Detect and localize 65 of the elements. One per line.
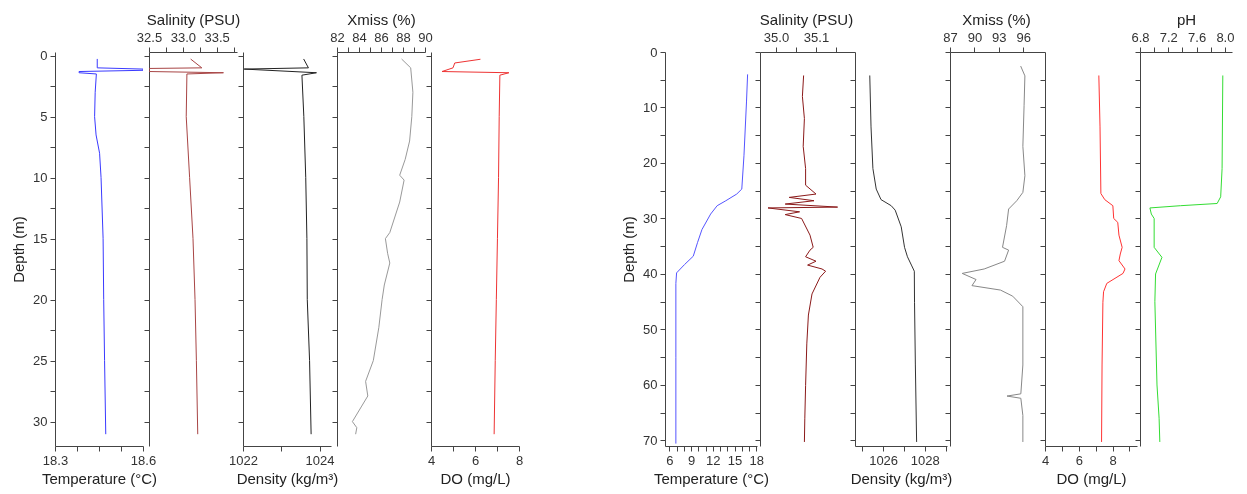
y-tick-label: 70 xyxy=(643,432,658,448)
x-tick-label: 8.0 xyxy=(1216,29,1235,45)
x-tick-label: 7.2 xyxy=(1159,29,1178,45)
x-axis-title: Xmiss (%) xyxy=(962,10,1031,28)
line-series xyxy=(675,74,749,444)
x-tick-label: 18.6 xyxy=(130,452,157,468)
x-axis-title: Density (kg/m³) xyxy=(236,469,339,487)
y-tick-label: 15 xyxy=(33,231,48,247)
x-tick-label: 12 xyxy=(706,452,721,468)
x-tick-label: 1024 xyxy=(305,452,335,468)
x-tick-label: 87 xyxy=(943,29,958,45)
y-tick-label: 60 xyxy=(643,377,658,393)
y-axis-title: Depth (m) xyxy=(10,216,28,283)
x-tick-label: 6 xyxy=(1075,452,1083,468)
y-axis-title: Depth (m) xyxy=(620,216,638,283)
x-tick-label: 88 xyxy=(396,29,411,45)
x-axis-title: Salinity (PSU) xyxy=(146,10,241,28)
x-tick-label: 6.8 xyxy=(1131,29,1150,45)
y-tick-label: 50 xyxy=(643,321,658,337)
x-axis-title: Temperature (°C) xyxy=(41,469,158,487)
x-axis-title: DO (mg/L) xyxy=(1056,469,1127,487)
y-tick-label: 10 xyxy=(33,170,48,186)
x-axis-title: DO (mg/L) xyxy=(440,469,511,487)
x-tick-label: 18.3 xyxy=(42,452,69,468)
x-tick-label: 8 xyxy=(1109,452,1117,468)
y-tick-label: 0 xyxy=(650,44,658,60)
x-axis-title: Density (kg/m³) xyxy=(850,469,953,487)
line-series xyxy=(78,58,143,435)
x-tick-label: 8 xyxy=(515,452,524,468)
y-tick-label: 25 xyxy=(33,353,48,369)
x-tick-label: 15 xyxy=(727,452,743,468)
x-axis-title: Temperature (°C) xyxy=(653,469,770,487)
x-tick-label: 6 xyxy=(471,452,480,468)
x-axis-title: Salinity (PSU) xyxy=(759,10,854,28)
x-tick-label: 18 xyxy=(749,452,765,468)
y-tick-label: 0 xyxy=(40,48,48,64)
x-tick-label: 84 xyxy=(352,29,367,45)
x-tick-label: 96 xyxy=(1016,29,1032,45)
x-axis-title: pH xyxy=(1176,10,1197,28)
x-tick-label: 4 xyxy=(427,452,436,468)
x-tick-label: 7.6 xyxy=(1188,29,1207,45)
x-tick-label: 1028 xyxy=(910,452,940,468)
x-tick-label: 86 xyxy=(374,29,389,45)
y-tick-label: 20 xyxy=(643,155,658,171)
x-tick-label: 1026 xyxy=(869,452,899,468)
x-tick-label: 33.0 xyxy=(170,29,196,45)
x-tick-label: 4 xyxy=(1041,452,1050,468)
y-tick-label: 30 xyxy=(643,210,658,226)
x-tick-label: 33.5 xyxy=(204,29,230,45)
x-tick-label: 9 xyxy=(687,452,696,468)
x-tick-label: 35.1 xyxy=(803,29,830,45)
x-tick-label: 93 xyxy=(992,29,1007,45)
x-tick-label: 82 xyxy=(330,29,345,45)
x-axis-title: Xmiss (%) xyxy=(347,10,416,28)
y-tick-label: 30 xyxy=(33,414,48,430)
x-tick-label: 6 xyxy=(666,452,674,468)
x-tick-label: 90 xyxy=(418,29,433,45)
x-tick-label: 90 xyxy=(967,29,983,45)
y-tick-label: 40 xyxy=(643,266,658,282)
y-tick-label: 10 xyxy=(643,99,658,115)
x-tick-label: 35.0 xyxy=(763,29,790,45)
x-tick-label: 1022 xyxy=(229,452,258,468)
x-tick-label: 32.5 xyxy=(136,29,163,45)
y-tick-label: 5 xyxy=(40,109,48,125)
y-tick-label: 20 xyxy=(33,292,48,308)
